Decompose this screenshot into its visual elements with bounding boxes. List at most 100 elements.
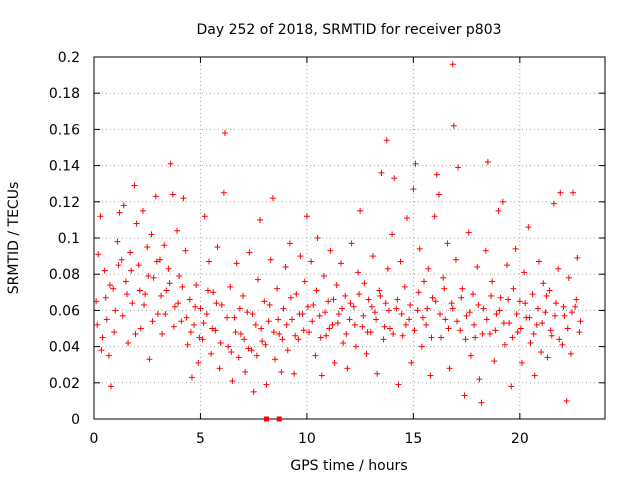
x-tick-label: 5 bbox=[196, 431, 205, 447]
data-point bbox=[553, 300, 560, 307]
data-point bbox=[352, 343, 359, 350]
data-point bbox=[531, 372, 538, 379]
data-point bbox=[390, 330, 397, 337]
data-point bbox=[262, 341, 269, 348]
data-point bbox=[339, 305, 346, 312]
data-point bbox=[444, 240, 451, 247]
x-axis-label: GPS time / hours bbox=[290, 458, 407, 474]
data-point bbox=[499, 198, 506, 205]
data-point bbox=[568, 309, 575, 316]
data-point bbox=[159, 330, 166, 337]
data-point bbox=[431, 213, 438, 220]
data-point bbox=[186, 296, 193, 303]
data-point bbox=[165, 265, 172, 272]
data-point bbox=[429, 294, 436, 301]
data-point bbox=[577, 318, 584, 325]
chart-title: Day 252 of 2018, SRMTID for receiver p80… bbox=[196, 22, 501, 38]
data-point bbox=[480, 305, 487, 312]
data-point bbox=[543, 292, 550, 299]
data-point bbox=[318, 372, 325, 379]
data-point bbox=[237, 330, 244, 337]
data-point bbox=[452, 256, 459, 263]
data-point bbox=[167, 160, 174, 167]
data-point bbox=[283, 321, 290, 328]
data-point bbox=[401, 283, 408, 290]
y-tick-label: 0.16 bbox=[49, 122, 80, 138]
data-point bbox=[342, 292, 349, 299]
data-point bbox=[163, 287, 170, 294]
data-point bbox=[563, 397, 570, 404]
data-point bbox=[112, 307, 119, 314]
data-point bbox=[278, 368, 285, 375]
data-point bbox=[378, 169, 385, 176]
data-point bbox=[118, 256, 125, 263]
data-point bbox=[254, 276, 261, 283]
data-point bbox=[356, 291, 363, 298]
data-point bbox=[231, 314, 238, 321]
data-point bbox=[97, 213, 104, 220]
data-point bbox=[383, 137, 390, 144]
gap-marker bbox=[276, 416, 282, 422]
data-point bbox=[410, 186, 417, 193]
data-point bbox=[331, 359, 338, 366]
data-point bbox=[313, 287, 320, 294]
data-point bbox=[304, 303, 311, 310]
data-point bbox=[565, 274, 572, 281]
data-point bbox=[527, 339, 534, 346]
data-point bbox=[461, 392, 468, 399]
data-point bbox=[382, 300, 389, 307]
data-point bbox=[564, 325, 571, 332]
data-point bbox=[446, 365, 453, 372]
data-point bbox=[408, 359, 415, 366]
data-point bbox=[442, 316, 449, 323]
data-point bbox=[369, 253, 376, 260]
data-point bbox=[161, 242, 168, 249]
data-point bbox=[433, 171, 440, 178]
data-point bbox=[232, 329, 239, 336]
data-point bbox=[550, 200, 557, 207]
axis-ticks: 0 5 10 15 20 0 0.02 0.04 0.06 0.08 0.1 0.12 0.14 0.16… bbox=[49, 50, 605, 447]
data-point bbox=[449, 61, 456, 68]
data-point bbox=[510, 285, 517, 292]
data-point bbox=[559, 341, 566, 348]
data-point bbox=[108, 383, 115, 390]
data-point bbox=[454, 318, 461, 325]
data-point bbox=[221, 130, 228, 137]
data-point bbox=[182, 247, 189, 254]
data-point bbox=[508, 383, 515, 390]
data-point bbox=[148, 231, 155, 238]
data-point bbox=[166, 280, 173, 287]
data-point bbox=[469, 291, 476, 298]
data-point bbox=[542, 309, 549, 316]
data-point bbox=[357, 207, 364, 214]
data-point bbox=[292, 332, 299, 339]
data-point bbox=[386, 325, 393, 332]
data-point bbox=[236, 305, 243, 312]
data-point bbox=[471, 321, 478, 328]
data-point bbox=[427, 372, 434, 379]
data-point bbox=[517, 325, 524, 332]
data-point bbox=[270, 329, 277, 336]
data-point bbox=[145, 273, 152, 280]
data-point bbox=[325, 298, 332, 305]
data-point bbox=[416, 245, 423, 252]
data-point bbox=[196, 334, 203, 341]
y-axis-label: SRMTID / TECUs bbox=[6, 182, 22, 295]
data-point bbox=[538, 349, 545, 356]
data-point bbox=[271, 356, 278, 363]
data-point bbox=[361, 280, 368, 287]
data-point bbox=[394, 296, 401, 303]
data-point bbox=[491, 358, 498, 365]
data-point bbox=[521, 269, 528, 276]
data-point bbox=[225, 343, 232, 350]
data-point bbox=[258, 325, 265, 332]
data-point bbox=[489, 278, 496, 285]
data-point bbox=[110, 285, 117, 292]
data-point bbox=[567, 350, 574, 357]
data-point bbox=[314, 235, 321, 241]
data-point bbox=[119, 312, 126, 319]
data-point bbox=[395, 381, 402, 388]
data-point bbox=[158, 292, 165, 299]
data-point bbox=[573, 296, 580, 303]
data-point bbox=[216, 365, 223, 372]
